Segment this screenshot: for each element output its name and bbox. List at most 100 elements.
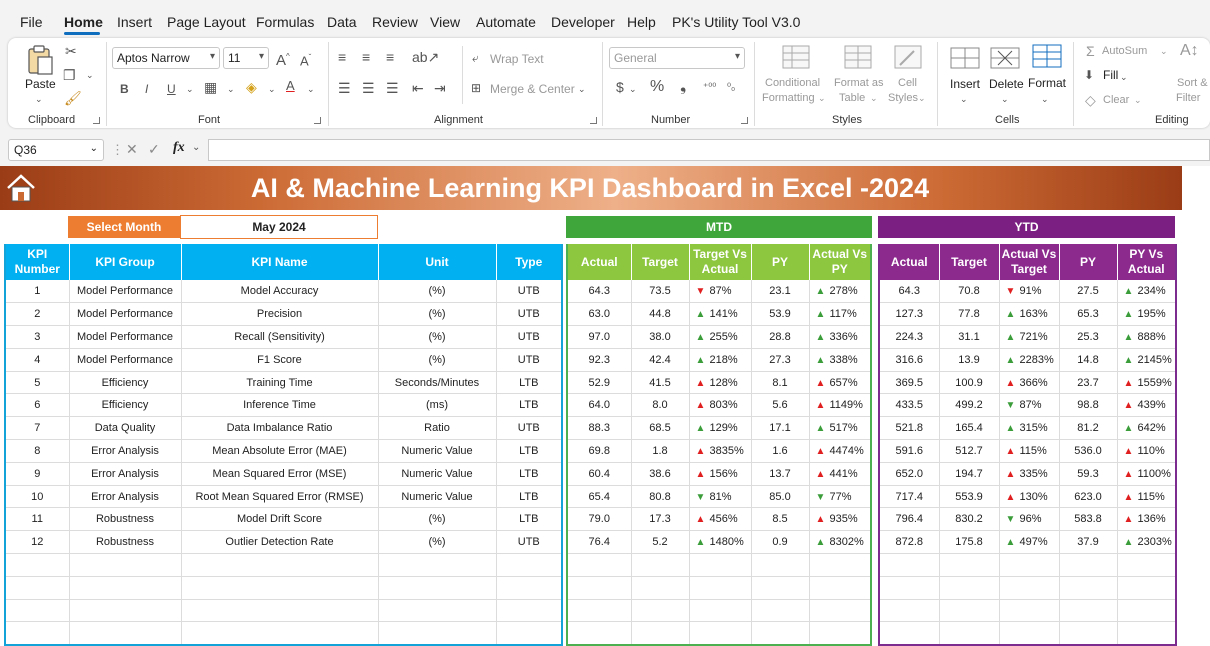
kpi-name-cell[interactable]: Mean Squared Error (MSE) <box>181 462 379 486</box>
italic-icon[interactable]: I <box>145 82 149 96</box>
mtd-actual-cell[interactable]: 79.0 <box>567 507 632 532</box>
mtd-actual-cell[interactable]: 97.0 <box>567 325 632 349</box>
ytd-py-vs-actual-cell[interactable]: ▲ 1559% <box>1117 371 1177 395</box>
kpi-name-cell[interactable]: Model Drift Score <box>181 507 379 532</box>
mtd-target-vs-actual-cell[interactable]: ▲ 141% <box>689 302 752 327</box>
kpi-number-cell[interactable]: 7 <box>5 416 70 441</box>
unit-cell[interactable]: (%) <box>378 280 497 304</box>
empty-cell[interactable] <box>999 576 1060 600</box>
empty-cell[interactable] <box>751 576 810 600</box>
font-name-select[interactable]: Aptos Narrow ▾ <box>112 47 220 69</box>
ytd-header-4[interactable]: PY Vs Actual <box>1117 244 1177 280</box>
empty-cell[interactable] <box>181 599 379 623</box>
mtd-target-vs-actual-cell[interactable]: ▲ 218% <box>689 348 752 372</box>
mtd-target-vs-actual-cell[interactable]: ▲ 1480% <box>689 530 752 555</box>
ytd-py-cell[interactable]: 536.0 <box>1059 439 1118 463</box>
ytd-header-0[interactable]: Actual <box>879 244 940 280</box>
ytd-actual-cell[interactable]: 127.3 <box>879 302 940 327</box>
kpi-number-cell[interactable]: 8 <box>5 439 70 463</box>
kpi-name-cell[interactable]: Recall (Sensitivity) <box>181 325 379 349</box>
kpi-group-cell[interactable]: Efficiency <box>69 393 182 418</box>
ytd-actual-vs-target-cell[interactable]: ▼ 96% <box>999 507 1060 532</box>
kpi-number-cell[interactable]: 10 <box>5 485 70 509</box>
type-cell[interactable]: LTB <box>496 371 563 395</box>
ytd-py-vs-actual-cell[interactable]: ▲ 439% <box>1117 393 1177 418</box>
empty-cell[interactable] <box>631 576 690 600</box>
home-icon[interactable] <box>6 171 36 205</box>
kpi-number-cell[interactable]: 9 <box>5 462 70 486</box>
ytd-py-vs-actual-cell[interactable]: ▲ 888% <box>1117 325 1177 349</box>
empty-cell[interactable] <box>496 553 563 577</box>
kpi-header-1[interactable]: KPI Group <box>69 244 182 280</box>
unit-cell[interactable]: Numeric Value <box>378 439 497 463</box>
type-cell[interactable]: LTB <box>496 439 563 463</box>
mtd-target-cell[interactable]: 38.0 <box>631 325 690 349</box>
ytd-actual-vs-target-cell[interactable]: ▼ 87% <box>999 393 1060 418</box>
copy-icon[interactable]: ❐ <box>63 67 76 83</box>
chevron-down-icon[interactable]: ⌄ <box>35 94 43 104</box>
ytd-target-cell[interactable]: 13.9 <box>939 348 1000 372</box>
empty-cell[interactable] <box>689 576 752 600</box>
clear-button[interactable]: Clear <box>1103 94 1130 106</box>
mtd-py-cell[interactable]: 23.1 <box>751 280 810 304</box>
kpi-name-cell[interactable]: Outlier Detection Rate <box>181 530 379 555</box>
sort-filter-icon[interactable]: A↕ <box>1180 42 1199 59</box>
mtd-header-4[interactable]: Actual Vs PY <box>809 244 872 280</box>
cell-styles-icon[interactable] <box>894 45 922 71</box>
empty-cell[interactable] <box>751 621 810 646</box>
increase-indent-icon[interactable]: ⇥ <box>434 80 446 96</box>
empty-cell[interactable] <box>5 576 70 600</box>
empty-cell[interactable] <box>631 553 690 577</box>
kpi-name-cell[interactable]: Inference Time <box>181 393 379 418</box>
ytd-py-vs-actual-cell[interactable]: ▲ 642% <box>1117 416 1177 441</box>
empty-cell[interactable] <box>567 553 632 577</box>
mtd-target-cell[interactable]: 5.2 <box>631 530 690 555</box>
mtd-actual-cell[interactable]: 88.3 <box>567 416 632 441</box>
kpi-group-cell[interactable]: Robustness <box>69 507 182 532</box>
ytd-actual-vs-target-cell[interactable]: ▼ 91% <box>999 280 1060 304</box>
mtd-actual-cell[interactable]: 60.4 <box>567 462 632 486</box>
kpi-number-cell[interactable]: 5 <box>5 371 70 395</box>
ytd-py-vs-actual-cell[interactable]: ▲ 2303% <box>1117 530 1177 555</box>
unit-cell[interactable]: (%) <box>378 302 497 327</box>
ytd-py-cell[interactable]: 25.3 <box>1059 325 1118 349</box>
empty-cell[interactable] <box>1117 576 1177 600</box>
ytd-py-cell[interactable]: 98.8 <box>1059 393 1118 418</box>
kpi-name-cell[interactable]: Root Mean Squared Error (RMSE) <box>181 485 379 509</box>
type-cell[interactable]: LTB <box>496 485 563 509</box>
mtd-py-cell[interactable]: 1.6 <box>751 439 810 463</box>
mtd-py-cell[interactable]: 27.3 <box>751 348 810 372</box>
underline-icon[interactable]: U <box>167 82 176 96</box>
mtd-actual-vs-py-cell[interactable]: ▲ 117% <box>809 302 872 327</box>
ytd-py-cell[interactable]: 65.3 <box>1059 302 1118 327</box>
ytd-py-vs-actual-cell[interactable]: ▲ 110% <box>1117 439 1177 463</box>
align-middle-icon[interactable]: ≡ <box>362 49 371 65</box>
clipboard-launcher-icon[interactable] <box>93 117 100 124</box>
mtd-actual-vs-py-cell[interactable]: ▲ 441% <box>809 462 872 486</box>
ytd-py-cell[interactable]: 37.9 <box>1059 530 1118 555</box>
chevron-down-icon[interactable]: ⌄ <box>86 70 94 80</box>
align-bottom-icon[interactable]: ≡ <box>386 49 395 65</box>
mtd-actual-cell[interactable]: 64.3 <box>567 280 632 304</box>
mtd-actual-cell[interactable]: 69.8 <box>567 439 632 463</box>
mtd-actual-cell[interactable]: 63.0 <box>567 302 632 327</box>
mtd-actual-cell[interactable]: 52.9 <box>567 371 632 395</box>
confirm-icon[interactable]: ✓ <box>148 141 160 157</box>
sort-label[interactable]: Sort & <box>1177 77 1208 89</box>
kpi-name-cell[interactable]: Mean Absolute Error (MAE) <box>181 439 379 463</box>
mtd-actual-vs-py-cell[interactable]: ▼ 77% <box>809 485 872 509</box>
ytd-py-vs-actual-cell[interactable]: ▲ 115% <box>1117 485 1177 509</box>
empty-cell[interactable] <box>1117 553 1177 577</box>
number-launcher-icon[interactable] <box>741 117 748 124</box>
font-size-select[interactable]: 11 ▾ <box>223 47 269 69</box>
empty-cell[interactable] <box>567 621 632 646</box>
type-cell[interactable]: UTB <box>496 325 563 349</box>
mtd-target-cell[interactable]: 80.8 <box>631 485 690 509</box>
kpi-group-cell[interactable]: Robustness <box>69 530 182 555</box>
unit-cell[interactable]: (%) <box>378 530 497 555</box>
cut-icon[interactable]: ✂ <box>65 43 77 59</box>
empty-cell[interactable] <box>999 553 1060 577</box>
ytd-actual-cell[interactable]: 521.8 <box>879 416 940 441</box>
kpi-name-cell[interactable]: Training Time <box>181 371 379 395</box>
empty-cell[interactable] <box>939 553 1000 577</box>
